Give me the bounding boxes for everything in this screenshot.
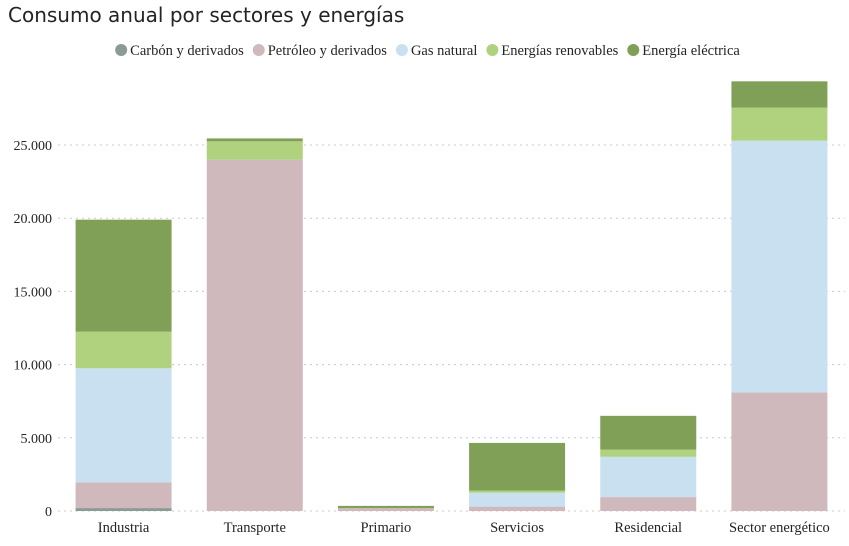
y-tick-label: 15.000 bbox=[14, 285, 53, 300]
y-tick-label: 10.000 bbox=[14, 359, 53, 374]
bar-segment[interactable] bbox=[206, 141, 303, 160]
bar-segment[interactable] bbox=[469, 490, 566, 493]
bar-segment[interactable] bbox=[731, 140, 828, 393]
legend-marker bbox=[115, 44, 128, 56]
bar-segment[interactable] bbox=[731, 392, 828, 511]
chart-title: Consumo anual por sectores y energías bbox=[8, 3, 405, 27]
legend-item[interactable]: Petróleo y derivados bbox=[252, 43, 388, 59]
bar-segment[interactable] bbox=[206, 159, 303, 511]
legend-item[interactable]: Gas natural bbox=[395, 43, 477, 59]
x-tick-label: Transporte bbox=[224, 520, 286, 536]
bar-segment[interactable] bbox=[469, 442, 566, 491]
legend-label: Carbón y derivados bbox=[130, 43, 244, 59]
legend-label: Gas natural bbox=[411, 43, 477, 59]
bar-segment[interactable] bbox=[75, 331, 172, 369]
legend-item[interactable]: Energía eléctrica bbox=[627, 43, 740, 59]
legend-marker bbox=[627, 44, 640, 56]
legend-marker bbox=[486, 44, 499, 56]
bar-segment[interactable] bbox=[731, 107, 828, 141]
bar-segment[interactable] bbox=[600, 449, 697, 457]
x-tick-label: Servicios bbox=[490, 520, 544, 536]
legend-label: Petróleo y derivados bbox=[268, 43, 388, 59]
bar-segment[interactable] bbox=[600, 456, 697, 498]
y-tick-label: 25.000 bbox=[14, 139, 53, 154]
bar-segment[interactable] bbox=[731, 81, 828, 108]
legend-label: Energías renovables bbox=[501, 43, 618, 59]
x-tick-label: Industria bbox=[98, 520, 150, 536]
legend-item[interactable]: Energías renovables bbox=[486, 43, 619, 59]
bar-segment[interactable] bbox=[75, 508, 172, 511]
bar-segment[interactable] bbox=[75, 368, 172, 483]
bar-segment[interactable] bbox=[600, 497, 697, 511]
bar-segment[interactable] bbox=[337, 505, 434, 509]
bar-segment[interactable] bbox=[75, 219, 172, 332]
x-tick-label: Sector energético bbox=[729, 520, 830, 536]
bar-segment[interactable] bbox=[337, 508, 434, 511]
y-tick-label: 0 bbox=[45, 505, 52, 520]
bar-segment[interactable] bbox=[206, 138, 303, 142]
bar-segment[interactable] bbox=[469, 506, 566, 511]
x-tick-label: Residencial bbox=[614, 520, 682, 536]
y-tick-label: 20.000 bbox=[14, 212, 53, 227]
y-tick-label: 5.000 bbox=[21, 432, 53, 447]
legend-item[interactable]: Carbón y derivados bbox=[115, 43, 244, 59]
legend-marker bbox=[252, 44, 265, 56]
bar-segment[interactable] bbox=[600, 415, 697, 450]
bar-segment[interactable] bbox=[75, 482, 172, 509]
x-tick-label: Primario bbox=[361, 520, 412, 536]
legend-marker bbox=[395, 44, 408, 56]
legend-label: Energía eléctrica bbox=[642, 43, 740, 59]
bar-segment[interactable] bbox=[469, 492, 566, 507]
